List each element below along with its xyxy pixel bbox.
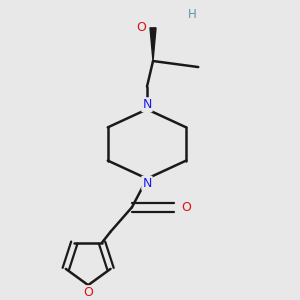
Text: O: O — [136, 21, 146, 34]
Text: N: N — [142, 177, 152, 190]
Text: O: O — [181, 201, 191, 214]
Text: O: O — [83, 286, 93, 299]
Text: N: N — [142, 98, 152, 111]
Text: H: H — [188, 8, 197, 21]
Polygon shape — [150, 28, 156, 61]
